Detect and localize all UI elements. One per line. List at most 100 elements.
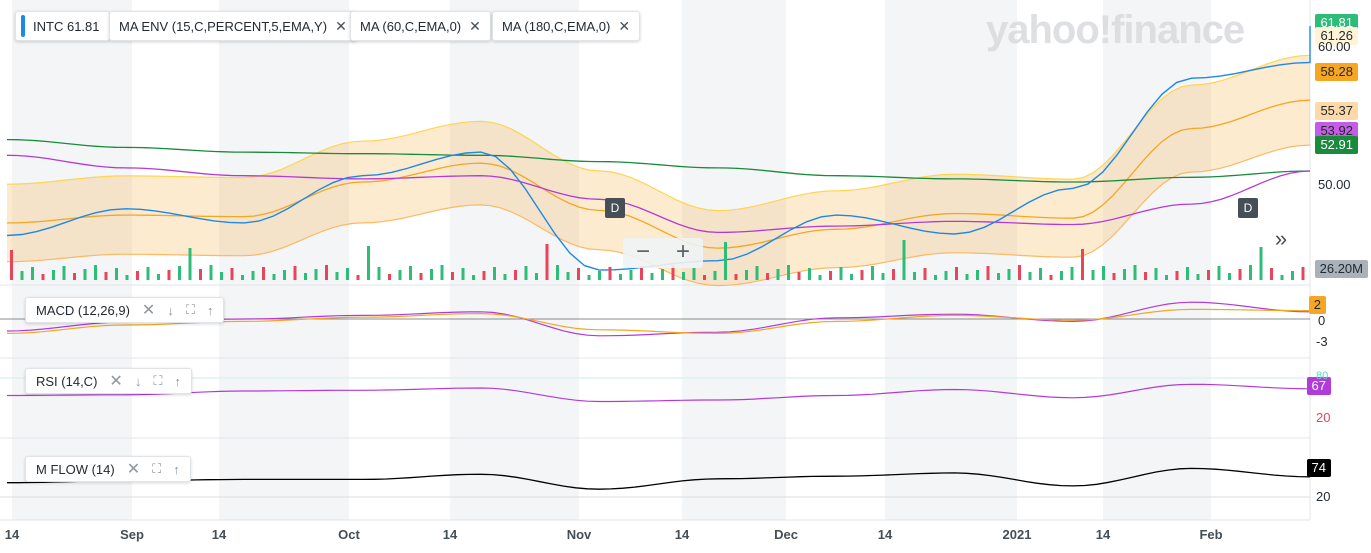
volume-bar xyxy=(1301,267,1305,280)
ticker-color-indicator xyxy=(21,15,25,37)
move-down-icon[interactable]: ↓ xyxy=(167,302,174,318)
volume-bar xyxy=(1091,270,1095,280)
volume-bar xyxy=(892,269,895,280)
mflow-tick-20: 20 xyxy=(1316,489,1331,504)
volume-bar xyxy=(1196,274,1200,280)
dividend-marker[interactable]: D xyxy=(605,198,625,218)
close-icon[interactable]: ✕ xyxy=(141,302,156,319)
volume-bar xyxy=(1217,266,1221,280)
volume-bar xyxy=(346,268,349,280)
x-label: 2021 xyxy=(1002,527,1032,542)
price-tick-50: 50.00 xyxy=(1318,177,1351,192)
volume-bar xyxy=(871,266,874,280)
volume-bar xyxy=(671,265,675,280)
study-chip-ma-env[interactable]: MA ENV (15,C,PERCENT,5,EMA,Y) ✕ xyxy=(109,11,357,41)
volume-bar xyxy=(482,271,486,280)
expand-icon[interactable]: ⛶ xyxy=(153,373,163,388)
zoom-controls: − + xyxy=(623,238,703,268)
volume-bar xyxy=(83,269,87,280)
zoom-out-button[interactable]: − xyxy=(635,238,650,265)
month-band xyxy=(12,0,132,520)
volume-bar xyxy=(62,266,66,280)
macd-tick-minus3: -3 xyxy=(1316,334,1328,349)
move-up-icon[interactable]: ↑ xyxy=(206,302,214,318)
env-upper-badge: 61.26 xyxy=(1315,27,1358,45)
volume-bar xyxy=(598,271,601,280)
volume-bar xyxy=(902,240,906,280)
mflow-label: M FLOW (14) xyxy=(36,461,115,477)
volume-bar xyxy=(566,272,570,280)
study-label-ma180: MA (180,C,EMA,0) xyxy=(502,18,611,34)
volume-bar xyxy=(73,273,76,280)
volume-bar xyxy=(146,267,150,280)
volume-bar xyxy=(955,267,958,280)
zoom-in-button[interactable]: + xyxy=(675,238,690,265)
volume-bar xyxy=(430,269,433,280)
volume-bar xyxy=(703,275,706,280)
volume-bar xyxy=(493,267,496,280)
rsi-tick-80: 80 xyxy=(1316,370,1329,382)
study-chip-ma60[interactable]: MA (60,C,EMA,0) ✕ xyxy=(350,11,491,41)
volume-bar xyxy=(860,270,864,280)
volume-bar xyxy=(965,274,969,280)
volume-bar xyxy=(335,272,339,280)
volume-bar xyxy=(272,274,276,280)
ma60-badge: 52.91 xyxy=(1315,136,1358,154)
volume-bar xyxy=(808,268,811,280)
volume-bar xyxy=(52,270,55,280)
macd-signal-line xyxy=(6,308,1310,335)
volume-bar xyxy=(125,275,129,280)
volume-bar xyxy=(724,242,727,280)
volume-bar xyxy=(1280,275,1284,280)
close-icon[interactable]: ✕ xyxy=(109,373,123,390)
study-chip-ma180[interactable]: MA (180,C,EMA,0) ✕ xyxy=(492,11,641,41)
ticker-symbol: INTC xyxy=(33,18,64,34)
price-tick-60: 60.00 xyxy=(1318,39,1351,54)
volume-bar xyxy=(839,267,843,280)
volume-bar xyxy=(997,273,1000,280)
volume-bar xyxy=(1175,271,1179,280)
volume-bar xyxy=(188,248,192,280)
volume-bar xyxy=(451,272,454,280)
close-icon[interactable]: ✕ xyxy=(335,17,347,34)
month-band xyxy=(885,0,1017,520)
ticker-chip[interactable]: INTC 61.81 xyxy=(15,11,110,41)
volume-bar xyxy=(545,244,549,280)
volume-bar xyxy=(367,246,370,280)
rsi-toolbar: RSI (14,C) ✕ ↓ ⛶ ↑ xyxy=(25,368,192,394)
x-label: 14 xyxy=(211,527,227,542)
dividend-marker[interactable]: D xyxy=(1238,198,1258,218)
volume-bar xyxy=(157,274,160,280)
mflow-toolbar: M FLOW (14) ✕ ⛶ ↑ xyxy=(25,456,191,482)
scroll-next-button[interactable]: » xyxy=(1274,226,1288,251)
volume-bar xyxy=(136,271,139,280)
volume-bar xyxy=(986,266,990,280)
month-band xyxy=(1103,0,1211,520)
move-up-icon[interactable]: ↑ xyxy=(173,461,180,477)
study-label-ma-env: MA ENV (15,C,PERCENT,5,EMA,Y) xyxy=(119,18,328,34)
volume-bar xyxy=(829,271,832,280)
volume-bar xyxy=(934,275,937,280)
expand-icon[interactable]: ⛶ xyxy=(152,461,162,476)
volume-bar xyxy=(818,275,822,280)
volume-bar xyxy=(356,275,360,280)
close-icon[interactable]: ✕ xyxy=(618,17,631,34)
move-up-icon[interactable]: ↑ xyxy=(174,373,181,389)
move-down-icon[interactable]: ↓ xyxy=(134,373,142,389)
close-icon[interactable]: ✕ xyxy=(126,461,141,478)
volume-bar xyxy=(1060,271,1063,280)
volume-bar xyxy=(713,271,717,280)
volume-bar xyxy=(1133,265,1137,280)
volume-bar xyxy=(409,266,412,280)
env-lower-badge: 55.37 xyxy=(1315,102,1358,120)
volume-bar xyxy=(1270,268,1273,280)
x-label: Dec xyxy=(774,527,798,542)
close-icon[interactable]: ✕ xyxy=(469,17,481,34)
expand-icon[interactable]: ⛶ xyxy=(185,302,195,317)
study-label-ma60: MA (60,C,EMA,0) xyxy=(360,18,462,34)
volume-bar xyxy=(199,269,202,280)
x-label: 14 xyxy=(877,527,893,542)
ma180-line xyxy=(6,154,1311,234)
volume-bar xyxy=(1081,249,1084,280)
